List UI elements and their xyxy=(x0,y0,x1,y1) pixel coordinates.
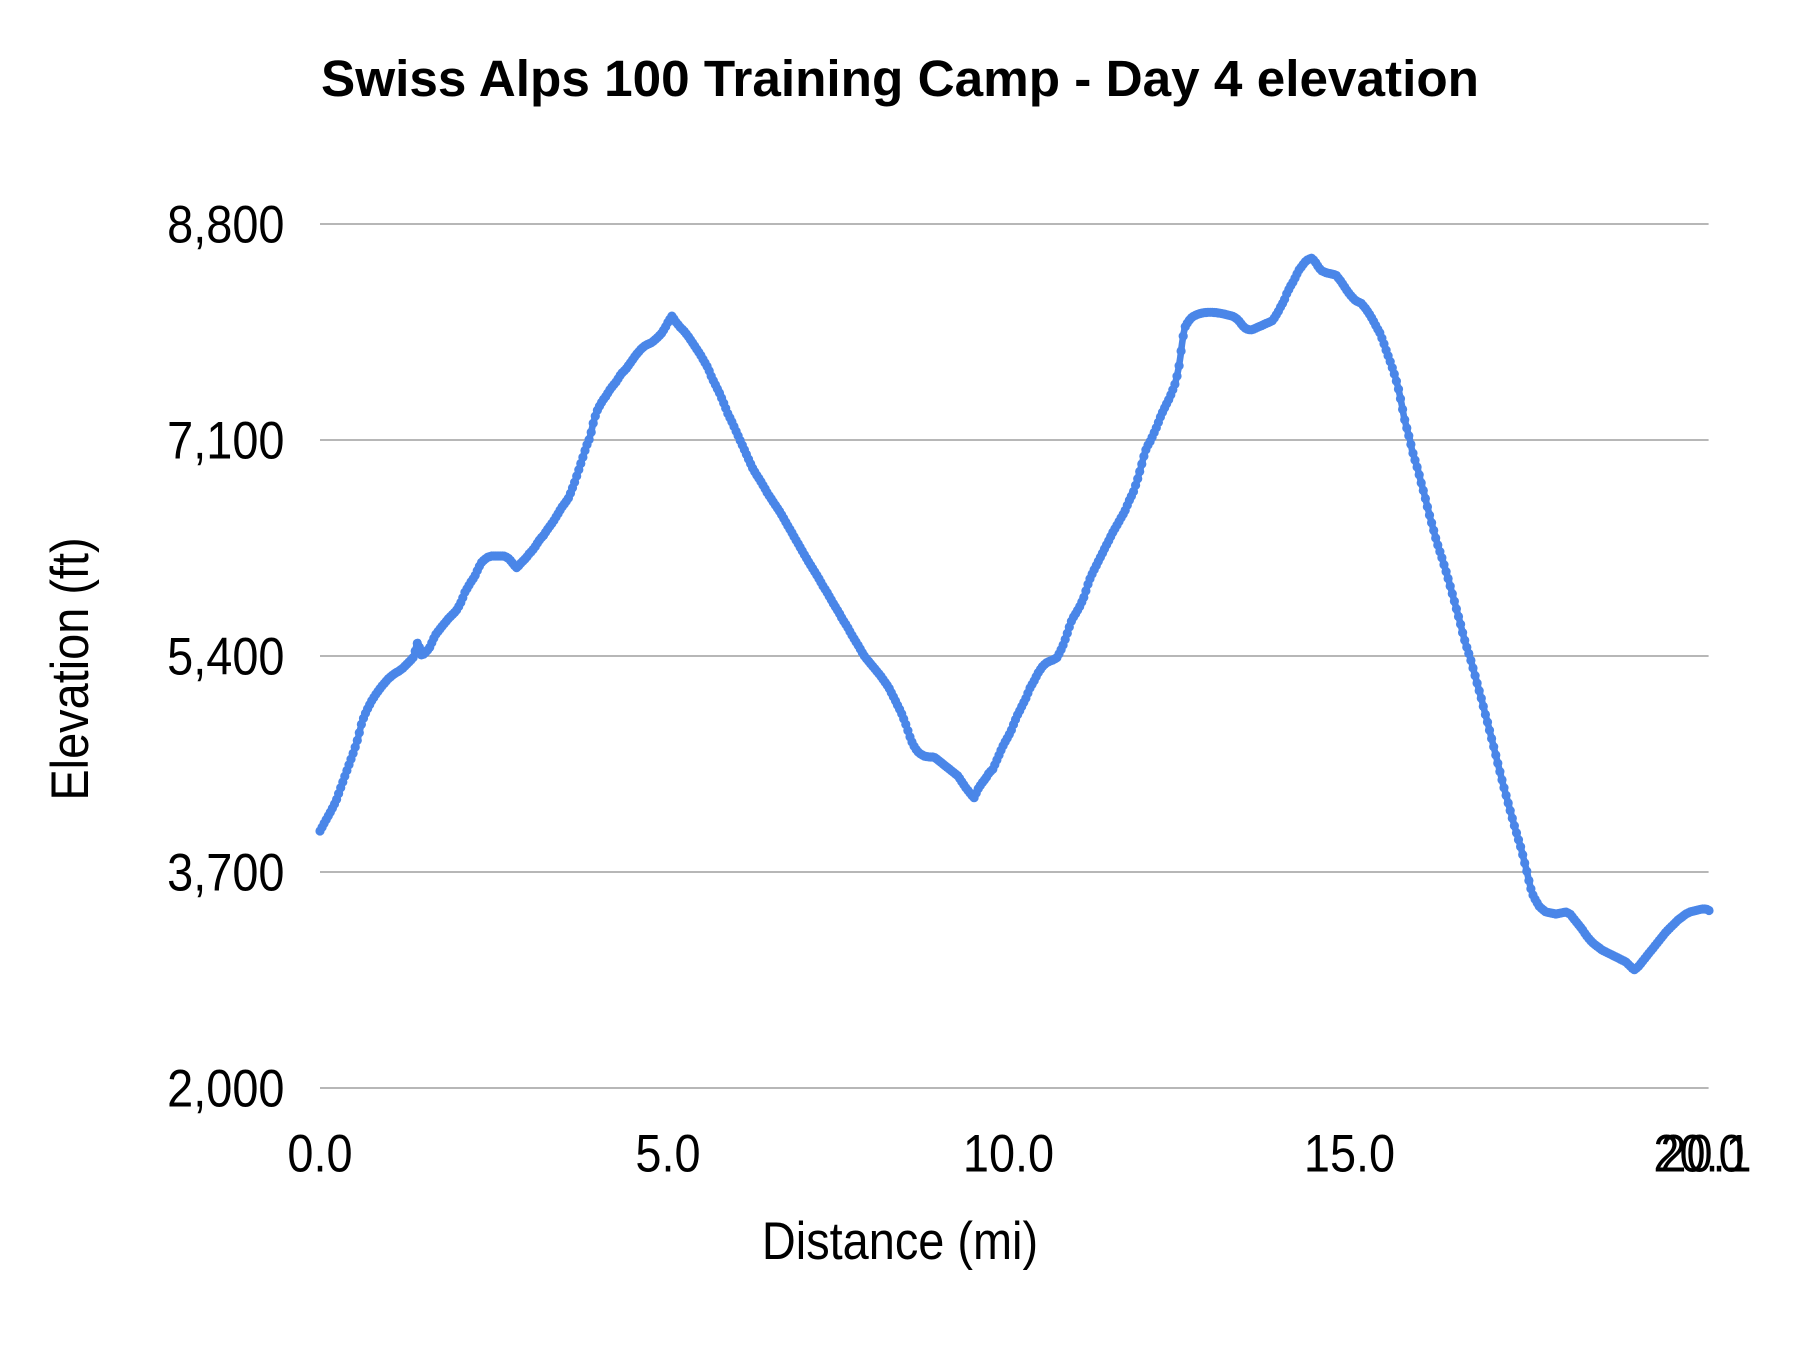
svg-text:5.0: 5.0 xyxy=(635,1124,700,1183)
svg-text:Distance (mi): Distance (mi) xyxy=(762,1211,1038,1270)
svg-text:10.0: 10.0 xyxy=(963,1124,1054,1183)
svg-text:Elevation (ft): Elevation (ft) xyxy=(40,537,99,800)
svg-text:20.1: 20.1 xyxy=(1660,1124,1751,1183)
svg-text:0.0: 0.0 xyxy=(287,1124,352,1183)
svg-text:2,000: 2,000 xyxy=(167,1059,284,1118)
svg-text:3,700: 3,700 xyxy=(167,843,284,902)
svg-text:20.0: 20.0 xyxy=(1653,1124,1744,1183)
svg-text:Swiss Alps 100 Training Camp -: Swiss Alps 100 Training Camp - Day 4 ele… xyxy=(321,50,1479,107)
svg-text:8,800: 8,800 xyxy=(167,195,284,254)
svg-text:7,100: 7,100 xyxy=(167,411,284,470)
svg-text:15.0: 15.0 xyxy=(1304,1124,1395,1183)
svg-text:5,400: 5,400 xyxy=(167,627,284,686)
